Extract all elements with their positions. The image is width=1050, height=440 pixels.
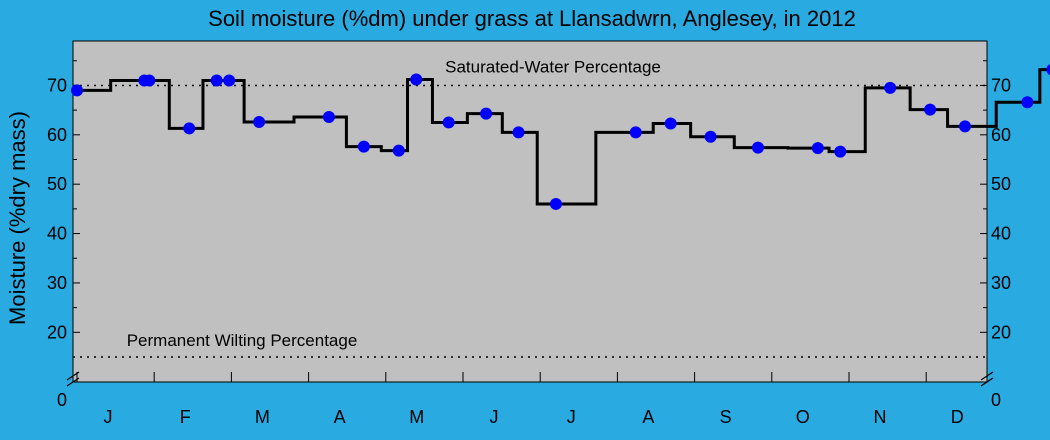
y-tick-label-right: 0 — [991, 390, 1001, 410]
x-month-label: J — [567, 407, 576, 427]
y-tick-label-left: 20 — [47, 322, 67, 342]
data-point — [442, 116, 455, 129]
data-point — [751, 141, 764, 154]
data-point — [512, 126, 525, 139]
data-point — [71, 84, 83, 97]
y-tick-label-left: 60 — [47, 125, 67, 145]
x-month-label: O — [796, 407, 810, 427]
x-month-label: A — [334, 407, 346, 427]
y-tick-label-right: 70 — [991, 75, 1011, 95]
x-month-label: M — [255, 407, 270, 427]
data-point — [704, 130, 717, 143]
data-point — [183, 122, 196, 135]
x-month-label: D — [951, 407, 964, 427]
x-month-label: A — [642, 407, 654, 427]
y-tick-label-left: 40 — [47, 224, 67, 244]
data-point — [834, 145, 847, 158]
data-point — [210, 74, 223, 87]
data-point — [1046, 64, 1050, 76]
moisture-series — [71, 64, 1050, 210]
data-point — [924, 103, 937, 116]
plot-background — [72, 40, 988, 383]
x-month-label: F — [180, 407, 191, 427]
reference-line-label: Saturated-Water Percentage — [445, 57, 661, 76]
data-point — [143, 74, 156, 87]
data-point — [664, 117, 677, 130]
data-point — [549, 197, 562, 210]
y-axis-title: Moisture (%dry mass) — [5, 111, 30, 325]
reference-lines: Saturated-Water Percentage Permanent Wilt… — [73, 57, 987, 358]
data-point — [223, 74, 236, 87]
data-point — [410, 73, 423, 86]
x-month-label: J — [104, 407, 113, 427]
y-tick-label-right: 60 — [991, 125, 1011, 145]
x-month-label: M — [409, 407, 424, 427]
data-point — [629, 126, 642, 139]
data-point — [811, 142, 824, 155]
y-tick-label-right: 20 — [991, 322, 1011, 342]
data-point — [357, 140, 370, 153]
reference-line-label: Permanent Wilting Percentage — [127, 331, 358, 350]
data-point — [480, 107, 493, 120]
data-point — [392, 144, 405, 157]
y-tick-label-right: 50 — [991, 174, 1011, 194]
y-tick-label-right: 30 — [991, 273, 1011, 293]
data-point — [253, 115, 266, 128]
x-month-label: S — [720, 407, 732, 427]
y-tick-label-left: 70 — [47, 75, 67, 95]
data-point — [959, 120, 972, 133]
data-point — [1021, 96, 1034, 109]
chart-title: Soil moisture (%dm) under grass at Llans… — [208, 6, 856, 31]
x-month-label: J — [490, 407, 499, 427]
y-tick-label-left: 30 — [47, 273, 67, 293]
x-month-label: N — [874, 407, 887, 427]
axes: 0 0 20 20 30 30 40 40 50 50 60 60 70 70 J F M A M J J A S O N D — [47, 60, 1011, 427]
data-point — [322, 111, 335, 124]
data-point — [884, 81, 897, 94]
axis-break-right — [980, 371, 994, 381]
y-tick-label-left: 0 — [57, 390, 67, 410]
y-tick-label-left: 50 — [47, 174, 67, 194]
y-tick-label-right: 40 — [991, 224, 1011, 244]
axis-break-right — [980, 377, 994, 387]
